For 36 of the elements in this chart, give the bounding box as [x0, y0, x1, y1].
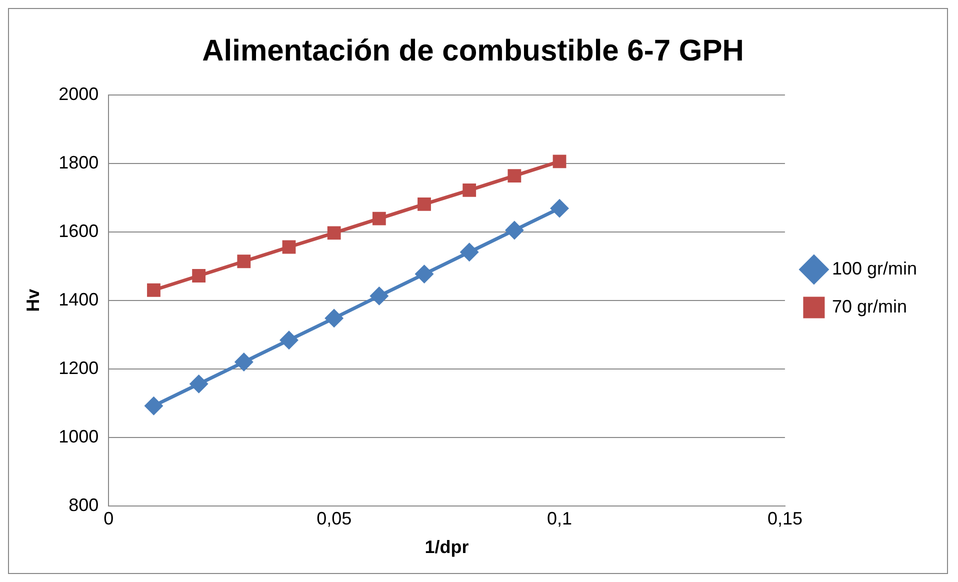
- point: [462, 183, 476, 197]
- point: [192, 269, 206, 282]
- y-tick-label: 1400: [58, 289, 99, 310]
- point: [327, 226, 341, 240]
- point: [370, 287, 388, 305]
- legend-label: 70 gr/min: [832, 296, 908, 316]
- y-tick-label: 1000: [58, 426, 99, 446]
- legend-label: 100 gr/min: [832, 258, 918, 278]
- x-tick-label: 0,1: [547, 508, 572, 529]
- y-tick-label: 1800: [58, 152, 99, 172]
- point: [235, 353, 253, 371]
- point: [460, 243, 478, 261]
- x-tick-label: 0,15: [767, 508, 802, 529]
- point: [372, 212, 386, 226]
- chart-title: Alimentación de combustible 6-7 GPH: [202, 34, 744, 68]
- point: [552, 154, 566, 168]
- y-tick-label: 1600: [58, 220, 99, 241]
- point: [550, 200, 568, 218]
- y-axis-title: Hv: [22, 288, 43, 312]
- point: [418, 198, 431, 211]
- y-tick-label: 2000: [58, 84, 99, 104]
- point: [325, 309, 343, 327]
- point: [147, 283, 160, 297]
- point: [416, 265, 434, 283]
- point: [508, 169, 522, 182]
- point: [237, 254, 251, 268]
- point: [506, 221, 524, 239]
- x-axis-title: 1/dpr: [424, 537, 469, 558]
- x-tick-label: 0,05: [316, 508, 352, 529]
- point: [190, 375, 208, 393]
- x-tick-label: 0: [104, 508, 114, 529]
- point: [280, 331, 298, 349]
- y-tick-label: 800: [68, 494, 99, 515]
- point: [282, 240, 296, 254]
- y-tick-label: 1200: [58, 358, 99, 378]
- point: [144, 397, 162, 415]
